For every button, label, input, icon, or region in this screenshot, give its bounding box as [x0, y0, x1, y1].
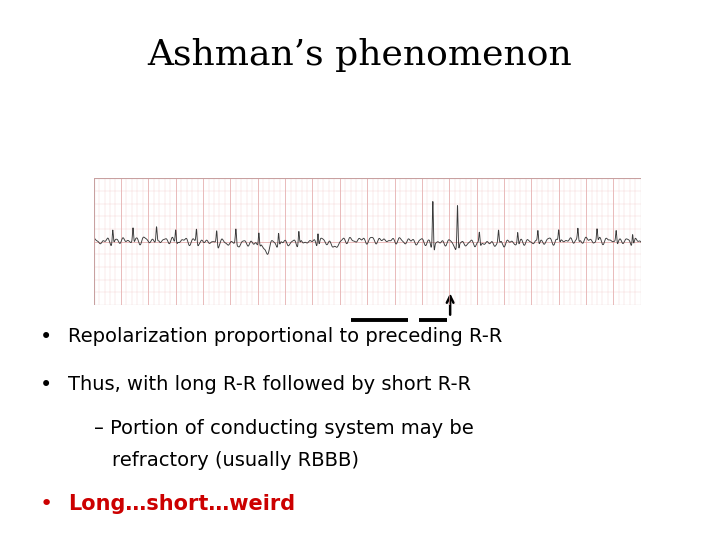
- Text: •: •: [40, 494, 53, 514]
- Text: Long…short…weird: Long…short…weird: [68, 494, 295, 514]
- Text: refractory (usually RBBB): refractory (usually RBBB): [112, 451, 359, 470]
- Text: Repolarization proportional to preceding R-R: Repolarization proportional to preceding…: [68, 327, 503, 346]
- Text: – Portion of conducting system may be: – Portion of conducting system may be: [94, 418, 473, 437]
- Text: •: •: [40, 375, 52, 395]
- Text: •: •: [40, 327, 52, 347]
- Text: Thus, with long R-R followed by short R-R: Thus, with long R-R followed by short R-…: [68, 375, 472, 394]
- Text: Ashman’s phenomenon: Ashman’s phenomenon: [148, 38, 572, 72]
